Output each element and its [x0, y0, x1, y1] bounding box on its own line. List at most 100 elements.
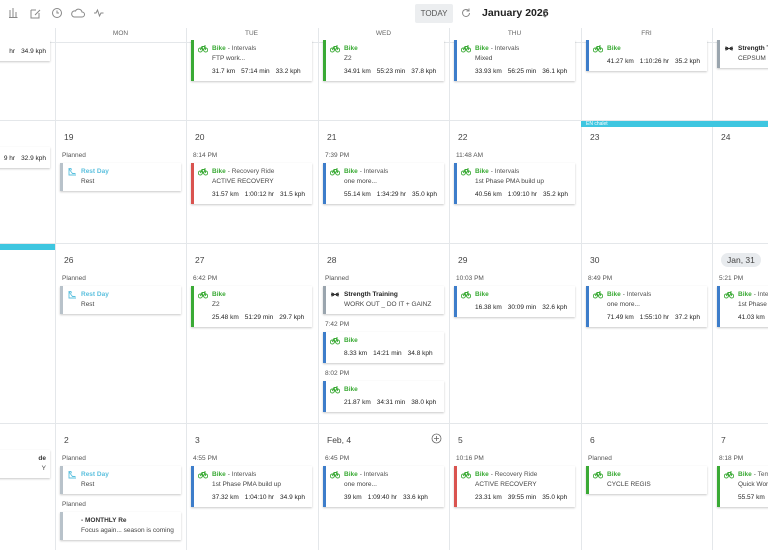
workout-card[interactable]: Bike - Intervals one more... 39 km 1:09:40 h… — [323, 466, 444, 507]
sport-icon — [67, 290, 77, 301]
day-cell[interactable]: 30 8:49 PM Bike - Intervals one more... 71.49… — [581, 243, 712, 423]
workout-card[interactable]: Bike - Tem Quick Wor 55.57 km — [717, 466, 768, 507]
clock-icon[interactable] — [52, 8, 62, 18]
day-cell[interactable]: 9 hr 32.9 kph — [0, 120, 55, 243]
workout-type: - Intervals — [227, 471, 257, 478]
card-title: Bike — [344, 336, 440, 346]
card-stats: 55.57 km — [738, 493, 768, 503]
month-chevron[interactable] — [541, 8, 549, 19]
sport-icon — [460, 44, 472, 55]
card-stats: 33.93 km 56:25 min 36.1 kph — [475, 67, 571, 77]
day-cell[interactable]: 5 10:16 PM Bike - Recovery Ride ACTIVE RECOV… — [449, 423, 580, 550]
day-cell[interactable]: Feb, 4 6:45 PM Bike - Intervals one more... 3… — [318, 423, 449, 550]
event-banner[interactable]: EN chalet — [581, 121, 768, 127]
workout-card[interactable]: hr 34.9 kph — [0, 40, 50, 61]
day-cell[interactable]: hr 34.9 kph — [0, 40, 55, 120]
workout-card[interactable]: Bike - Intervals one more... 71.49 km 1:55:1… — [586, 286, 707, 327]
cloud-icon[interactable] — [71, 8, 85, 18]
edit-icon[interactable] — [30, 9, 41, 19]
day-date: 28 — [318, 243, 449, 270]
sport-icon — [723, 290, 735, 301]
day-cell[interactable]: 6 Planned Bike CYCLE REGIS — [581, 423, 712, 550]
day-cell[interactable]: 7 8:18 PM Bike - Tem Quick Wor 55.57 km — [712, 423, 768, 550]
month-title[interactable]: January 2026 — [482, 7, 549, 19]
day-cell[interactable]: 29 10:03 PM Bike 16.38 km 30:09 min 32.6 kph — [449, 243, 580, 423]
chart-icon[interactable] — [9, 8, 18, 18]
event-banner[interactable] — [0, 244, 55, 250]
row-divider — [0, 120, 768, 121]
workout-card[interactable]: Bike - Intervals Mixed 33.93 km 56:25 min 36.… — [454, 40, 575, 81]
workout-card[interactable]: de Y — [0, 450, 50, 478]
pulse-icon[interactable] — [94, 8, 104, 18]
workout-card[interactable]: Bike 8.33 km 14:21 min 34.8 kph — [323, 332, 444, 363]
stat: 23.31 km — [475, 494, 502, 501]
weekday-header: MON — [112, 30, 129, 37]
workout-card[interactable]: - MONTHLY Re Focus again... season is com… — [60, 512, 181, 540]
day-cell[interactable]: 2 Planned Rest Day Rest Planned - MONTHLY Re F… — [55, 423, 186, 550]
workout-card[interactable]: Bike - Intervals one more... 55.14 km 1:34:2… — [323, 163, 444, 204]
day-cell[interactable]: de Y — [0, 423, 55, 550]
workout-card[interactable]: Bike - Recovery Ride ACTIVE RECOVERY 23.31 … — [454, 466, 575, 507]
card-description: Y — [41, 465, 46, 472]
day-cell[interactable]: 27 6:42 PM Bike Z2 25.48 km 51:29 min 29.7 kph — [186, 243, 317, 423]
day-cell[interactable] — [0, 243, 55, 423]
day-cell[interactable]: 20 8:14 PM Bike - Recovery Ride ACTIVE RECOV… — [186, 120, 317, 243]
workout-type: - Recovery Ride — [227, 168, 275, 175]
day-cell[interactable]: 28 Planned Strength Training WORK OUT _ DO … — [318, 243, 449, 423]
day-cell[interactable]: Bike - Intervals Mixed 33.93 km 56:25 min 36.… — [449, 40, 580, 120]
sport-icon — [329, 44, 341, 55]
sport-name: - MONTHLY Re — [81, 517, 127, 524]
card-stats: 41.27 km 1:10:26 hr 35.2 kph — [607, 57, 703, 67]
day-date — [0, 423, 55, 450]
workout-card[interactable]: Bike Z2 34.91 km 55:23 min 37.8 kph — [323, 40, 444, 81]
card-description: CEPSUM — [738, 55, 766, 62]
workout-card[interactable]: Bike 21.87 km 34:31 min 38.0 kph — [323, 381, 444, 412]
item-time: Planned — [62, 152, 86, 159]
workout-card[interactable]: Strength Training WORK OUT _ DO IT + GAIN… — [323, 286, 444, 314]
day-cell[interactable]: 21 7:39 PM Bike - Intervals one more... 55.14… — [318, 120, 449, 243]
sport-icon — [197, 44, 209, 55]
card-stats: 31.7 km 57:14 min 33.2 kph — [212, 67, 308, 77]
day-cell[interactable]: Bike 41.27 km 1:10:26 hr 35.2 kph — [581, 40, 712, 120]
day-cell[interactable]: 24 — [712, 120, 768, 243]
card-description: CYCLE REGIS — [607, 481, 651, 488]
card-description: one more... — [344, 178, 377, 185]
date-label: 5 — [458, 435, 463, 445]
card-description: Rest — [81, 481, 95, 488]
refresh-icon[interactable] — [460, 7, 472, 19]
add-button[interactable] — [431, 433, 442, 444]
sport-name: Rest Day — [81, 291, 109, 298]
workout-card[interactable]: Bike - Intervals 1st Phase PMA build up 37.… — [191, 466, 312, 507]
day-cell[interactable] — [55, 40, 186, 120]
day-cell[interactable]: 26 Planned Rest Day Rest — [55, 243, 186, 423]
workout-card[interactable]: 9 hr 32.9 kph — [0, 147, 50, 168]
workout-card[interactable]: Bike 16.38 km 30:09 min 32.6 kph — [454, 286, 575, 317]
day-cell[interactable]: Strength T CEPSUM — [712, 40, 768, 120]
workout-card[interactable]: Rest Day Rest — [60, 163, 181, 191]
item-time: Planned — [62, 501, 86, 508]
card-title: Strength Training — [344, 290, 440, 300]
day-cell[interactable]: 3 4:55 PM Bike - Intervals 1st Phase PMA bui… — [186, 423, 317, 550]
day-cell[interactable]: 19 Planned Rest Day Rest — [55, 120, 186, 243]
day-cell[interactable]: 22 11:48 AM Bike - Intervals 1st Phase PMA b… — [449, 120, 580, 243]
day-cell[interactable]: Bike Z2 34.91 km 55:23 min 37.8 kph — [318, 40, 449, 120]
workout-card[interactable]: Bike 41.27 km 1:10:26 hr 35.2 kph — [586, 40, 707, 71]
workout-card[interactable]: Strength T CEPSUM — [717, 40, 768, 68]
stat: 31.5 kph — [280, 191, 305, 198]
workout-card[interactable]: Bike Z2 25.48 km 51:29 min 29.7 kph — [191, 286, 312, 327]
stat: 34.91 km — [344, 68, 371, 75]
workout-card[interactable]: Bike - Intervals 1st Phase PMA build up 40.… — [454, 163, 575, 204]
day-date: 2 — [55, 423, 186, 450]
day-cell[interactable]: Bike - Intervals FTP work... 31.7 km 57:14 m… — [186, 40, 317, 120]
workout-card[interactable]: Bike CYCLE REGIS — [586, 466, 707, 494]
workout-card[interactable]: Rest Day Rest — [60, 466, 181, 494]
day-date — [0, 120, 55, 147]
day-cell[interactable]: 23 — [581, 120, 712, 243]
workout-card[interactable]: Rest Day Rest — [60, 286, 181, 314]
workout-card[interactable]: Bike - Intervals FTP work... 31.7 km 57:14 m… — [191, 40, 312, 81]
today-button[interactable]: TODAY — [415, 4, 453, 23]
sport-icon — [592, 44, 604, 55]
workout-card[interactable]: Bike - Recovery Ride ACTIVE RECOVERY 31.57 … — [191, 163, 312, 204]
